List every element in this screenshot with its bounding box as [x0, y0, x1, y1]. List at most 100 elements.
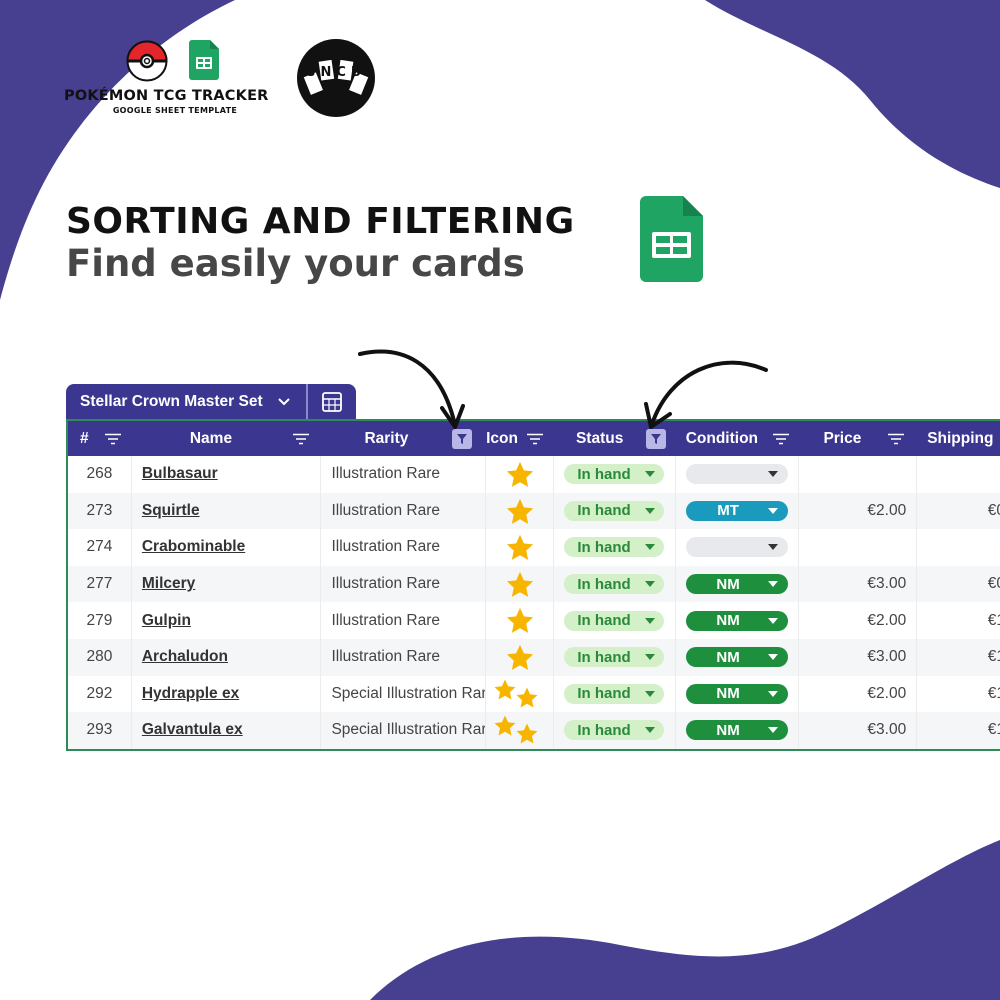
table-row[interactable]: 274 Crabominable Illustration Rare In hand — [68, 529, 1000, 566]
cell-rarity[interactable]: Illustration Rare — [321, 638, 487, 676]
cell-condition[interactable]: NM — [676, 712, 800, 749]
card-name-link[interactable]: Bulbasaur — [141, 465, 218, 483]
cell-name[interactable]: Hydrapple ex — [132, 675, 322, 713]
cell-status[interactable]: In hand — [554, 602, 676, 639]
cell-shipping[interactable] — [917, 529, 1000, 566]
header-num[interactable]: # — [68, 421, 132, 456]
cell-status[interactable]: In hand — [554, 712, 676, 749]
condition-dropdown[interactable]: NM — [686, 720, 789, 741]
table-row[interactable]: 279 Gulpin Illustration Rare In hand NM €2.00… — [68, 602, 1000, 639]
cell-name[interactable]: Crabominable — [132, 529, 322, 566]
active-filter-icon[interactable] — [452, 429, 473, 449]
status-dropdown[interactable]: In hand — [564, 683, 665, 704]
cell-condition[interactable] — [676, 456, 800, 493]
card-name-link[interactable]: Squirtle — [141, 501, 200, 519]
cell-status[interactable]: In hand — [554, 565, 676, 603]
cell-rarity[interactable]: Illustration Rare — [321, 602, 487, 639]
status-dropdown[interactable]: In hand — [564, 647, 665, 668]
cell-number[interactable]: 292 — [68, 675, 132, 713]
cell-rarity[interactable]: Special Illustration Rare — [321, 675, 487, 713]
header-price[interactable]: Price — [799, 421, 917, 456]
cell-price[interactable]: €2.00 — [799, 492, 918, 530]
sort-filter-icon[interactable] — [526, 433, 544, 445]
card-name-link[interactable]: Gulpin — [141, 611, 191, 629]
sort-filter-icon[interactable] — [887, 433, 905, 445]
cell-number[interactable]: 268 — [68, 456, 132, 493]
cell-rarity[interactable]: Illustration Rare — [321, 565, 487, 603]
cell-status[interactable]: In hand — [554, 492, 676, 530]
cell-status[interactable]: In hand — [554, 529, 676, 566]
status-dropdown[interactable]: In hand — [564, 464, 665, 485]
cell-condition[interactable]: NM — [676, 602, 800, 639]
condition-dropdown[interactable] — [686, 537, 789, 558]
cell-price[interactable]: €3.00 — [799, 565, 918, 603]
cell-name[interactable]: Archaludon — [132, 638, 322, 676]
condition-dropdown[interactable]: NM — [686, 647, 789, 668]
card-name-link[interactable]: Milcery — [141, 575, 196, 593]
status-dropdown[interactable]: In hand — [564, 720, 665, 741]
sort-filter-icon[interactable] — [292, 433, 310, 445]
table-row[interactable]: 268 Bulbasaur Illustration Rare In hand — [68, 456, 1000, 493]
table-row[interactable]: 292 Hydrapple ex Special Illustration Rare… — [68, 675, 1000, 713]
cell-condition[interactable] — [676, 529, 800, 566]
cell-status[interactable]: In hand — [554, 675, 676, 713]
cell-price[interactable]: €3.00 — [799, 712, 918, 749]
chevron-down-icon[interactable] — [277, 397, 291, 407]
cell-rarity[interactable]: Illustration Rare — [321, 456, 487, 493]
cell-price[interactable]: €2.00 — [799, 602, 918, 639]
cell-number[interactable]: 279 — [68, 602, 132, 639]
header-status[interactable]: Status — [554, 421, 676, 456]
table-row[interactable]: 280 Archaludon Illustration Rare In hand NM €… — [68, 638, 1000, 676]
header-rarity[interactable]: Rarity — [321, 421, 486, 456]
cell-status[interactable]: In hand — [554, 638, 676, 676]
cell-price[interactable] — [799, 529, 918, 566]
condition-dropdown[interactable]: NM — [686, 683, 789, 704]
cell-number[interactable]: 277 — [68, 565, 132, 603]
header-icon[interactable]: Icon — [486, 421, 554, 456]
cell-shipping[interactable]: €1 — [917, 602, 1000, 639]
header-shipping[interactable]: Shipping — [927, 429, 994, 447]
status-dropdown[interactable]: In hand — [564, 574, 665, 595]
header-name[interactable]: Name — [132, 421, 322, 456]
card-name-link[interactable]: Crabominable — [141, 538, 246, 556]
sheet-tab-selector[interactable]: Stellar Crown Master Set — [66, 384, 306, 420]
table-row[interactable]: 277 Milcery Illustration Rare In hand NM €3.0… — [68, 565, 1000, 603]
condition-dropdown[interactable]: NM — [686, 610, 789, 631]
cell-number[interactable]: 293 — [68, 712, 132, 749]
status-dropdown[interactable]: In hand — [564, 610, 665, 631]
sort-filter-icon[interactable] — [772, 433, 790, 445]
cell-condition[interactable]: NM — [676, 675, 800, 713]
cell-shipping[interactable]: €0 — [917, 566, 1000, 603]
table-row[interactable]: 293 Galvantula ex Special Illustration Rar… — [68, 712, 1000, 749]
sort-filter-icon[interactable] — [104, 433, 122, 445]
active-filter-icon[interactable] — [645, 429, 666, 449]
cell-shipping[interactable]: €1 — [917, 639, 1000, 676]
cell-shipping[interactable]: €0 — [917, 493, 1000, 530]
cell-rarity[interactable]: Illustration Rare — [321, 529, 487, 566]
cell-condition[interactable]: NM — [676, 638, 800, 676]
cell-rarity[interactable]: Special Illustration Rare — [321, 712, 487, 749]
card-name-link[interactable]: Galvantula ex — [141, 721, 243, 739]
cell-name[interactable]: Squirtle — [132, 492, 322, 530]
cell-status[interactable]: In hand — [554, 456, 676, 493]
table-row[interactable]: 273 Squirtle Illustration Rare In hand MT €2.… — [68, 492, 1000, 530]
cell-name[interactable]: Gulpin — [132, 602, 322, 639]
sheet-tab[interactable]: Stellar Crown Master Set — [66, 384, 356, 420]
cell-condition[interactable]: MT — [676, 492, 800, 530]
calculator-button[interactable] — [308, 384, 356, 420]
cell-price[interactable] — [799, 456, 918, 493]
cell-number[interactable]: 280 — [68, 638, 132, 676]
cell-name[interactable]: Bulbasaur — [132, 456, 322, 493]
cell-shipping[interactable]: €1 — [917, 676, 1000, 713]
condition-dropdown[interactable]: NM — [686, 574, 789, 595]
card-name-link[interactable]: Archaludon — [141, 648, 228, 666]
condition-dropdown[interactable] — [686, 464, 789, 485]
status-dropdown[interactable]: In hand — [564, 537, 665, 558]
cell-shipping[interactable]: €1 — [917, 712, 1000, 749]
cell-shipping[interactable] — [917, 456, 1000, 493]
cell-name[interactable]: Galvantula ex — [132, 712, 322, 749]
status-dropdown[interactable]: In hand — [564, 500, 665, 521]
condition-dropdown[interactable]: MT — [686, 500, 789, 521]
cell-number[interactable]: 273 — [68, 492, 132, 530]
cell-number[interactable]: 274 — [68, 529, 132, 566]
